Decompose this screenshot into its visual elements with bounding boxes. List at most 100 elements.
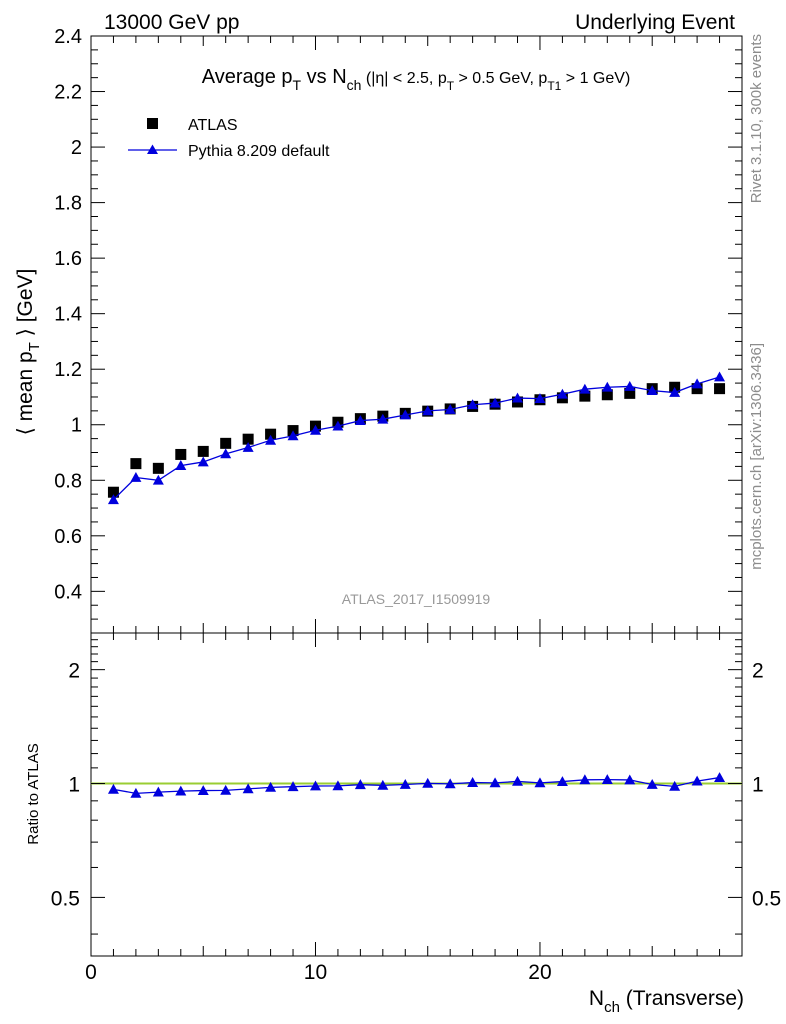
legend-pythia-marker bbox=[147, 144, 158, 154]
ratio-pythia-point bbox=[714, 772, 726, 782]
legend-pythia-label: Pythia 8.209 default bbox=[188, 143, 330, 160]
main-ytick-label: 0.6 bbox=[54, 526, 82, 548]
svg-text:⟨ mean pT ⟩ [GeV]: ⟨ mean pT ⟩ [GeV] bbox=[14, 269, 43, 436]
ratio-ytick-label: 2 bbox=[68, 660, 80, 683]
atlas-point bbox=[130, 458, 142, 470]
pythia-point bbox=[714, 371, 726, 382]
atlas-point bbox=[197, 445, 209, 457]
ratio-xtick-label: 0 bbox=[85, 961, 97, 984]
ratio-pythia-line bbox=[113, 776, 720, 795]
pythia-point bbox=[399, 409, 411, 420]
main-ytick-label: 1.4 bbox=[54, 304, 82, 326]
pythia-point bbox=[220, 448, 232, 459]
legend-atlas-marker bbox=[147, 118, 158, 129]
ratio-pythia-point bbox=[467, 777, 479, 787]
pythia-line bbox=[112, 376, 720, 501]
ratio-pythia-point bbox=[152, 786, 164, 797]
atlas-point bbox=[220, 437, 232, 449]
pythia-point bbox=[691, 378, 703, 389]
main-data-marks bbox=[107, 371, 726, 505]
pythia-point bbox=[467, 399, 479, 410]
atlas-point bbox=[152, 462, 164, 474]
ratio-ytick-label-right: 1 bbox=[752, 774, 764, 797]
ratio-pythia-point bbox=[534, 777, 546, 788]
main-ytick-label: 1 bbox=[71, 415, 82, 437]
ratio-pythia-point bbox=[624, 774, 636, 785]
analysis-watermark: ATLAS_2017_I1509919 bbox=[342, 591, 491, 607]
pythia-point bbox=[242, 442, 254, 452]
main-axes: 0.4 0.6 0.8 1 1.2 1.4 1.6 1.8 2 2.2 2.4 bbox=[54, 26, 743, 633]
mcplots-label: mcplots.cern.ch [arXiv:1306.3436] bbox=[748, 343, 765, 570]
ratio-pythia-point bbox=[489, 777, 501, 788]
pythia-point bbox=[265, 434, 277, 445]
pythia-point bbox=[107, 494, 119, 505]
header-left: 13000 GeV pp bbox=[104, 11, 239, 34]
atlas-point bbox=[175, 448, 187, 460]
ratio-xlabel: Nch (Transverse) bbox=[589, 987, 744, 1016]
main-title: Average pT vs Nch (|η| < 2.5, pT > 0.5 G… bbox=[202, 66, 631, 93]
pythia-point bbox=[556, 388, 568, 399]
ratio-ytick-label-right: 0.5 bbox=[752, 887, 781, 910]
main-ytick-label: 0.8 bbox=[54, 470, 82, 492]
ratio-pythia-point bbox=[669, 780, 681, 791]
ratio-pythia-point bbox=[197, 785, 209, 795]
ratio-xtick-label: 10 bbox=[304, 961, 327, 984]
ratio-pythia-point bbox=[242, 783, 254, 794]
pythia-point bbox=[152, 474, 164, 485]
ratio-ytick-label: 1 bbox=[68, 774, 80, 797]
pythia-point bbox=[579, 383, 591, 394]
legend-atlas-label: ATLAS bbox=[188, 117, 238, 134]
ratio-ytick-label-right: 2 bbox=[752, 660, 764, 683]
legend: ATLAS Pythia 8.209 default bbox=[128, 117, 330, 160]
ratio-pythia-point bbox=[444, 778, 456, 789]
ratio-pythia-point bbox=[512, 775, 524, 786]
pythia-point bbox=[309, 424, 321, 435]
pythia-point bbox=[534, 393, 546, 404]
ratio-pythia-point bbox=[646, 779, 658, 789]
ratio-pythia-point bbox=[579, 774, 591, 785]
main-ytick-label: 1.8 bbox=[54, 193, 82, 215]
ratio-ytick-label: 0.5 bbox=[51, 887, 80, 910]
ratio-pythia-point bbox=[377, 779, 389, 790]
pythia-point bbox=[624, 380, 636, 391]
header-right: Underlying Event bbox=[575, 11, 735, 34]
pythia-point bbox=[601, 381, 613, 392]
ratio-pythia-point bbox=[354, 779, 366, 790]
main-ytick-label: 2.2 bbox=[54, 82, 82, 104]
pythia-point bbox=[646, 385, 658, 395]
ratio-pythia-point bbox=[220, 784, 232, 795]
main-ytick-label: 1.2 bbox=[54, 359, 82, 381]
ratio-pythia-point bbox=[107, 783, 119, 794]
atlas-point bbox=[601, 389, 613, 401]
pythia-point bbox=[512, 392, 524, 403]
main-ytick-label: 2.4 bbox=[54, 26, 82, 48]
pythia-point bbox=[197, 456, 209, 467]
svg-text:Nch (Transverse): Nch (Transverse) bbox=[589, 987, 744, 1016]
pythia-point bbox=[130, 472, 142, 482]
main-title-text: Average pT vs Nch (|η| < 2.5, pT > 0.5 G… bbox=[202, 66, 631, 93]
ratio-pythia-point bbox=[399, 779, 411, 789]
atlas-point bbox=[579, 390, 591, 402]
ratio-xtick-label: 20 bbox=[528, 961, 551, 984]
ratio-pythia-point bbox=[130, 787, 142, 798]
ratio-panel-frame bbox=[90, 632, 743, 957]
atlas-point bbox=[107, 486, 119, 498]
ratio-pythia-point bbox=[691, 775, 703, 786]
ratio-pythia-point bbox=[265, 781, 277, 792]
ratio-pythia-point bbox=[422, 777, 434, 788]
pythia-point bbox=[422, 405, 434, 416]
ratio-pythia-point bbox=[309, 780, 321, 791]
atlas-point bbox=[714, 383, 726, 395]
ratio-pythia-point bbox=[601, 774, 613, 785]
main-ytick-label: 2 bbox=[71, 137, 82, 159]
main-ylabel: ⟨ mean pT ⟩ [GeV] bbox=[14, 269, 43, 436]
ratio-data-marks bbox=[107, 772, 726, 798]
ratio-ylabel: Ratio to ATLAS bbox=[25, 743, 42, 844]
ratio-axes: 0.5 0.51 12 20 10 20 bbox=[51, 633, 781, 984]
pythia-point bbox=[354, 415, 366, 425]
pythia-point bbox=[175, 460, 187, 470]
main-ytick-label: 0.4 bbox=[54, 581, 82, 603]
atlas-point bbox=[242, 433, 254, 445]
ratio-pythia-point bbox=[175, 785, 187, 796]
